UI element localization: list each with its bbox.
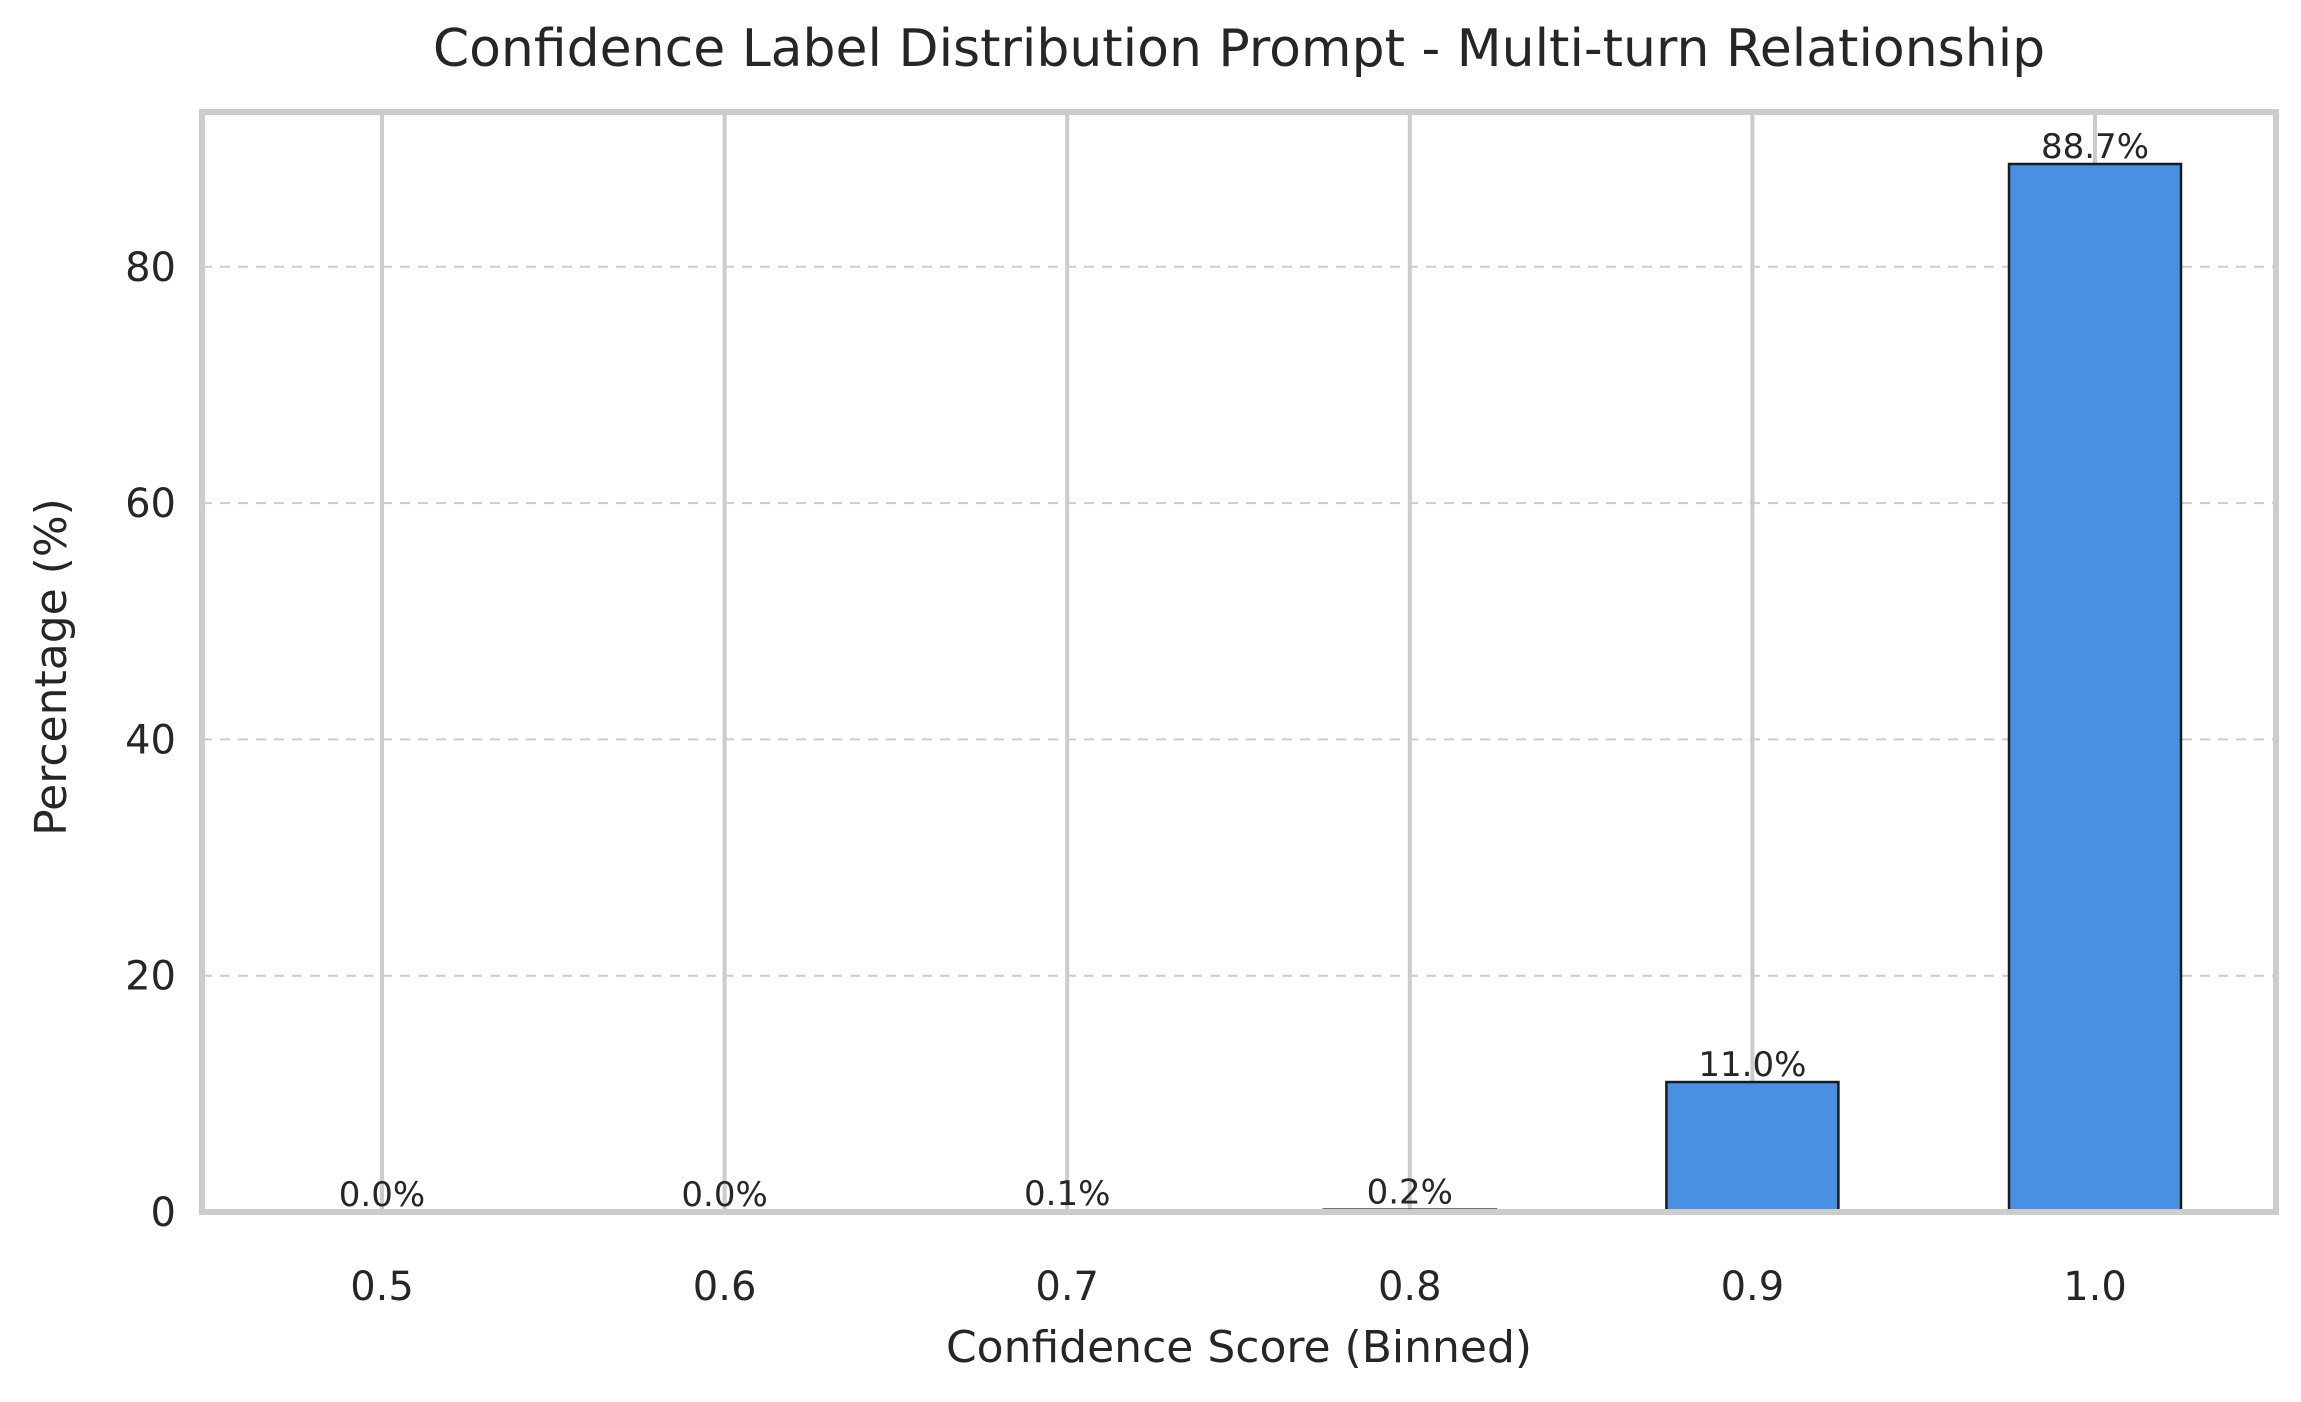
x-tick-label: 1.0 [2063,1264,2127,1310]
bar-data-label: 0.2% [1367,1173,1453,1213]
y-tick-label: 0 [151,1190,176,1236]
y-tick-label: 20 [125,954,176,1000]
y-tick-labels: 0 20 40 60 80 [125,245,176,1236]
bar [2007,162,2183,1214]
horizontal-gridlines [202,265,2276,977]
y-tick-label: 80 [125,245,176,291]
x-axis-label: Confidence Score (Binned) [946,1322,1532,1373]
bar-data-label: 0.0% [681,1175,767,1215]
bar-data-label: 0.0% [339,1175,425,1215]
x-tick-labels: 0.5 0.6 0.7 0.8 0.9 1.0 [350,1264,2127,1310]
bar-data-label: 11.0% [1698,1045,1806,1085]
bar-data-label: 0.1% [1024,1174,1110,1214]
y-tick-label: 60 [125,481,176,527]
bar [1665,1080,1840,1214]
x-tick-label: 0.7 [1035,1264,1099,1310]
x-tick-label: 0.9 [1721,1264,1785,1310]
chart-title: Confidence Label Distribution Prompt - M… [433,19,2045,79]
y-axis-label: Percentage (%) [26,498,77,836]
x-tick-label: 0.8 [1378,1264,1442,1310]
bar-data-label: 88.7% [2041,127,2149,167]
x-tick-label: 0.5 [350,1264,414,1310]
plot-frame [199,109,2279,1215]
y-tick-label: 40 [125,717,176,763]
x-tick-label: 0.6 [693,1264,757,1310]
bar-data-labels: 0.0% 0.0% 0.1% 0.2% 11.0% 88.7% [339,127,2149,1215]
